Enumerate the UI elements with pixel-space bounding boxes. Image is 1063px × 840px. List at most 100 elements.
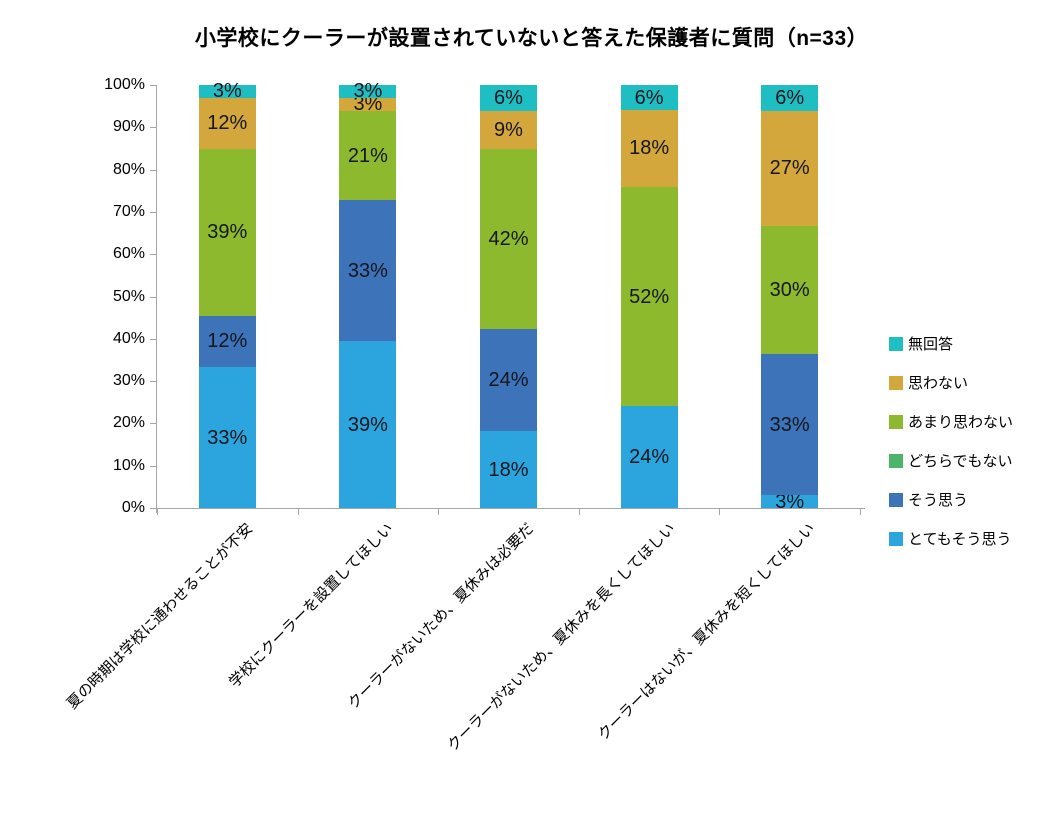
y-axis-tick <box>150 85 156 86</box>
stacked-bar: 24% 52% 18% 6% <box>620 85 678 508</box>
y-axis-tick-label: 50% <box>112 287 145 305</box>
bar-segment-label: 12% <box>207 112 248 135</box>
bar-segment: 6% <box>761 85 819 111</box>
bar-segment: 6% <box>620 85 678 111</box>
bar-segment: 3% <box>198 81 256 101</box>
legend-swatch-icon <box>889 453 903 468</box>
bar-segment: 24% <box>480 328 537 432</box>
y-axis-tick-label: 20% <box>112 414 145 432</box>
bar-segment-label: 24% <box>629 446 670 469</box>
bar-segment-label: 24% <box>488 368 529 391</box>
y-axis-tick-label: 70% <box>112 202 145 220</box>
y-axis-tick-label: 90% <box>112 118 145 136</box>
x-axis-tick <box>719 509 721 515</box>
plot-area: 0% 10% 20% 30% 40% 50% 60% 70% 80% 90% 100% 33% 12% 3… <box>104 76 865 516</box>
bar-segment: 6% <box>480 85 537 111</box>
legend-swatch-icon <box>889 336 903 351</box>
x-axis-category-label: クーラーはないが、夏休みを短くしてほしい <box>595 520 819 744</box>
bar-segment: 42% <box>480 149 537 329</box>
bar-segment: 18% <box>480 431 537 508</box>
bar-segment: 3% <box>339 94 397 114</box>
x-axis-tick <box>438 509 440 515</box>
legend-item: 無回答 <box>889 336 1013 353</box>
chart-title: 小学校にクーラーが設置されていないと答えた保護者に質問（n=33） <box>194 27 869 50</box>
x-axis-line <box>151 508 865 509</box>
bar-segment: 27% <box>761 110 819 227</box>
y-axis-tick <box>150 211 156 213</box>
bar-segment-label: 52% <box>629 285 670 308</box>
legend-item: とてもそう思う <box>889 531 1013 548</box>
y-axis-tick <box>150 254 156 256</box>
x-axis-category-label: 夏の時期は学校に通わせることが不安 <box>64 520 257 713</box>
y-axis-tick <box>150 169 156 171</box>
bar-segment-label: 33% <box>347 259 388 282</box>
stacked-bar: 39% 33% 21% 3% 3% <box>339 81 397 508</box>
legend-item: どちらでもない <box>889 453 1013 470</box>
legend: 無回答思わないあまり思わない どちらでもない そう思うとてもそう思う <box>889 336 1013 570</box>
bar-segment: 24% <box>620 406 678 508</box>
bar-segment: 9% <box>480 110 537 150</box>
bar-segment: 12% <box>198 315 256 368</box>
legend-label: そう思う <box>908 492 969 509</box>
bar-segment-label: 18% <box>488 458 529 481</box>
y-axis-tick-label: 80% <box>112 160 145 178</box>
x-axis-tick <box>297 509 299 515</box>
y-axis-tick-label: 60% <box>112 245 145 263</box>
stacked-bar: 18% 24% 42% 9% 6% <box>480 85 537 508</box>
bar-segment-label: 39% <box>347 413 388 436</box>
bar-segment: 18% <box>620 110 678 187</box>
bar-segment: 3% <box>339 81 397 101</box>
y-axis-tick <box>150 465 156 467</box>
bar-segment-label: 42% <box>488 227 529 250</box>
y-axis-tick <box>150 127 156 129</box>
bar-segment-label: 3% <box>212 80 242 103</box>
bar-segment-label: 12% <box>207 330 248 353</box>
y-axis-tick-label: 10% <box>112 456 145 474</box>
stacked-bar: 33% 12% 39% 12% 3% <box>198 81 256 508</box>
legend-label: 思わない <box>908 375 969 392</box>
bar-segment-label: 21% <box>347 144 388 167</box>
legend-label: 無回答 <box>908 336 954 353</box>
legend-label: とてもそう思う <box>908 531 1012 548</box>
legend-label: あまり思わない <box>908 414 1014 431</box>
bar-segment: 12% <box>198 97 256 150</box>
y-axis-tick <box>150 338 156 340</box>
bar-segment-label: 9% <box>494 118 523 141</box>
bar-segment: 33% <box>198 367 256 508</box>
y-axis-line <box>156 85 157 513</box>
bar-segment-label: 3% <box>775 490 805 513</box>
bar-segment: 33% <box>761 354 819 496</box>
bar-segment-label: 30% <box>769 279 810 302</box>
bar-segment-label: 33% <box>207 426 248 449</box>
legend-swatch-icon <box>889 531 903 546</box>
bar-segment-label: 27% <box>769 157 810 180</box>
bar-segment-label: 39% <box>207 221 248 244</box>
bar-segment: 39% <box>198 149 256 316</box>
bar-segment: 52% <box>620 186 678 407</box>
x-axis-category-label: 学校にクーラーを設置してほしい <box>226 520 398 691</box>
legend-label: どちらでもない <box>908 453 1013 470</box>
legend-item: 思わない <box>889 375 1013 392</box>
bar-segment-label: 6% <box>494 86 523 109</box>
y-axis-tick <box>150 296 156 298</box>
bar-segment: 21% <box>339 110 397 201</box>
y-axis-tick-label: 40% <box>112 329 145 347</box>
bar-segment-label: 33% <box>769 413 810 436</box>
legend-item: あまり思わない <box>889 414 1014 431</box>
x-axis-tick <box>860 509 861 515</box>
y-axis-tick-label: 100% <box>104 76 145 93</box>
legend-swatch-icon <box>889 492 903 507</box>
bar-segment-label: 3% <box>353 93 383 116</box>
bar-segment-label: 6% <box>775 86 805 109</box>
bar-segment-label: 6% <box>634 86 664 109</box>
bar-segment-label: 3% <box>353 80 383 103</box>
bar-segment: 30% <box>761 226 819 355</box>
y-axis-tick <box>150 381 156 383</box>
bar-segment: 39% <box>339 341 397 508</box>
x-axis-tick <box>578 509 580 515</box>
legend-swatch-icon <box>889 414 903 429</box>
stacked-bar: 3% 33% 30% 27% 6% <box>761 85 819 512</box>
bar-segment: 33% <box>339 200 397 342</box>
bar-segment: 3% <box>761 492 819 512</box>
